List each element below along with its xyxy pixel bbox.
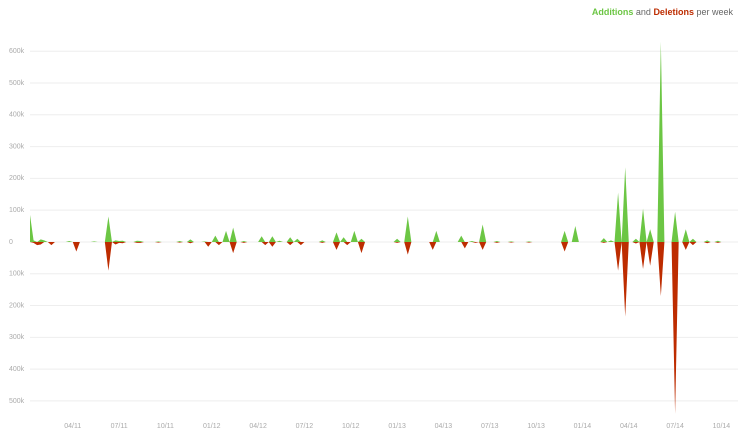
y-tick-label: 200k [9,175,25,182]
legend-deletions: Deletions [653,7,694,17]
y-tick-label: 300k [9,143,25,150]
x-tick-label: 07/13 [481,423,499,430]
x-tick-label: 04/13 [435,423,453,430]
y-tick-label: 500k [9,398,25,405]
y-tick-label: 400k [9,366,25,373]
y-tick-label: 200k [9,302,25,309]
y-tick-label: 600k [9,48,25,55]
y-tick-label: 500k [9,80,25,87]
x-tick-label: 07/11 [111,423,128,430]
x-tick-label: 07/12 [296,423,314,430]
x-tick-label: 04/14 [620,423,638,430]
y-tick-label: 400k [9,112,25,119]
x-tick-label: 04/11 [64,423,81,430]
x-tick-label: 04/12 [249,423,267,430]
legend-joiner: and [636,7,651,17]
legend-suffix: per week [696,7,733,17]
x-tick-label: 01/13 [388,423,406,430]
legend-additions: Additions [592,7,634,17]
legend: Additions and Deletions per week [592,7,734,17]
y-tick-label: 0 [9,239,13,246]
x-tick-label: 10/13 [527,423,545,430]
area-deletions [30,241,725,414]
y-tick-label: 100k [9,271,25,278]
x-tick-label: 10/14 [713,423,731,430]
y-tick-label: 100k [9,207,25,214]
x-tick-label: 10/12 [342,423,360,430]
x-tick-label: 01/12 [203,423,221,430]
x-tick-label: 07/14 [666,423,684,430]
y-tick-label: 300k [9,334,25,341]
area-additions [30,41,725,242]
x-tick-label: 10/11 [157,423,174,430]
x-tick-label: 01/14 [574,423,592,430]
